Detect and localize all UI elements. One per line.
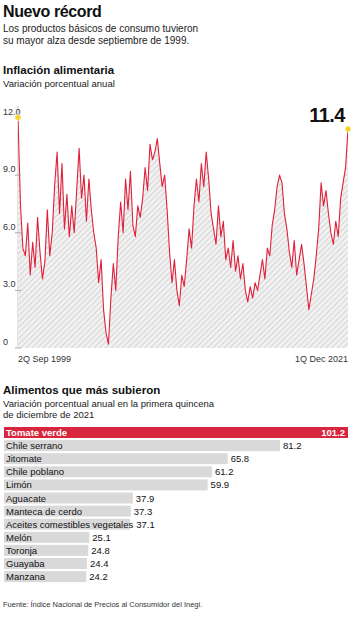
category-label: Chile serrano [6, 440, 63, 451]
category-label: Melón [6, 532, 32, 543]
data-label: 81.2 [283, 440, 302, 451]
data-label: 24.4 [90, 558, 109, 569]
bar-labels: Tomate verde 101.2 Chile serrano 81.2 Jitoma… [6, 427, 345, 582]
category-label: Toronja [6, 545, 38, 556]
bar [4, 440, 280, 451]
category-label: Limón [6, 479, 32, 490]
data-label: 37.9 [136, 493, 155, 504]
data-label: 59.9 [211, 479, 230, 490]
data-label: 37.3 [134, 506, 153, 517]
tick-mark [15, 348, 21, 349]
area [18, 118, 348, 348]
line [18, 118, 348, 345]
bar [4, 506, 131, 517]
highlight-point [345, 126, 351, 132]
data-label: 61.2 [215, 466, 234, 477]
category-label: Manzana [6, 571, 46, 582]
source-note: Fuente: Índice Nacional de Precios al Co… [3, 600, 202, 609]
page-title: Nuevo récord [3, 3, 101, 20]
x-tick-label: 2Q Sep 1999 [18, 354, 71, 364]
data-label: 24.8 [91, 545, 110, 556]
tick-mark [15, 175, 21, 176]
category-label: Chile poblano [6, 466, 64, 477]
bar [4, 571, 86, 582]
y-tick-label: 3.0 [3, 279, 16, 289]
bar [4, 466, 212, 477]
bar [4, 545, 88, 556]
plot-area [18, 118, 348, 348]
category-label: Guayaba [6, 558, 45, 569]
chart-subtitle: Variación porcentual anual en la primera… [3, 398, 215, 409]
y-tick-label: 0 [3, 337, 8, 347]
bars [4, 427, 348, 582]
bar [4, 479, 208, 490]
x-tick-label: 1Q Dec 2021 [295, 354, 348, 364]
category-label: Jitomate [6, 453, 42, 464]
y-tick-label: 6.0 [3, 222, 16, 232]
highlight-point [15, 115, 21, 121]
page-subtitle: Los productos básicos de consumo tuviero… [3, 23, 198, 34]
bar [4, 453, 228, 464]
bar [4, 493, 133, 504]
tick-mark [15, 232, 21, 233]
chart-subtitle: de diciembre de 2021 [3, 409, 94, 420]
chart-title: Inflación alimentaria [3, 64, 115, 76]
category-label: Aguacate [6, 493, 46, 504]
tick-mark [15, 290, 21, 291]
category-label: Tomate verde [6, 427, 67, 438]
category-label: Manteca de cerdo [6, 506, 82, 517]
data-label: 65.8 [231, 453, 250, 464]
page: Nuevo récord Los productos básicos de con… [0, 0, 351, 620]
bar [4, 532, 89, 543]
bar [4, 427, 348, 438]
data-label: 25.1 [92, 532, 111, 543]
data-label: 24.2 [89, 571, 108, 582]
bar [4, 558, 87, 569]
y-tick-label: 9.0 [3, 164, 16, 174]
annotation: 11.4 [309, 104, 346, 126]
data-label: 37.1 [136, 519, 155, 530]
chart-subtitle: Variación porcentual anual [3, 78, 115, 89]
page-subtitle: su mayor alza desde septiembre de 1999. [3, 35, 189, 46]
category-label: Aceites comestibles vegetales [6, 519, 134, 530]
chart-title: Alimentos que más subieron [3, 384, 160, 396]
data-label: 101.2 [321, 427, 345, 438]
